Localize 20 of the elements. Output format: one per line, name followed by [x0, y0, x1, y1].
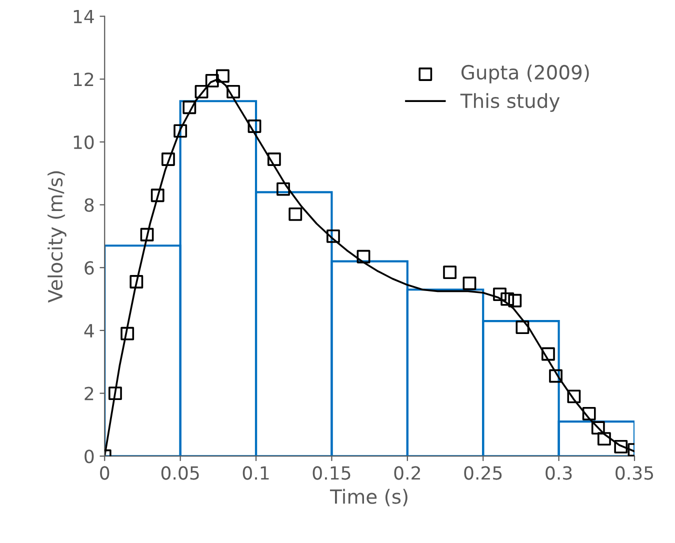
x-tick-label: 0.3	[546, 466, 572, 480]
y-tick-label: 12	[74, 72, 94, 86]
y-tick-label: 4	[84, 324, 94, 338]
legend-label: Gupta (2009)	[461, 64, 589, 84]
y-tick-label: 2	[84, 386, 94, 400]
legend-label: This study	[460, 93, 560, 112]
y-tick-label: 8	[84, 198, 94, 212]
x-axis-title: Time (s)	[330, 488, 408, 506]
y-tick-label: 14	[74, 10, 94, 24]
x-tick-label: 0	[100, 466, 110, 480]
x-tick-label: 0.15	[312, 466, 350, 480]
x-tick-label: 0.35	[616, 466, 654, 480]
y-axis-title: Velocity (m/s)	[48, 171, 66, 303]
y-tick-label: 0	[84, 450, 94, 464]
x-tick-label: 0.05	[161, 466, 199, 480]
x-tick-label: 0.1	[242, 466, 269, 480]
y-tick-label: 10	[74, 135, 94, 150]
x-tick-label: 0.2	[394, 466, 420, 480]
y-tick-label: 6	[84, 261, 94, 275]
x-tick-label: 0.25	[464, 466, 502, 480]
